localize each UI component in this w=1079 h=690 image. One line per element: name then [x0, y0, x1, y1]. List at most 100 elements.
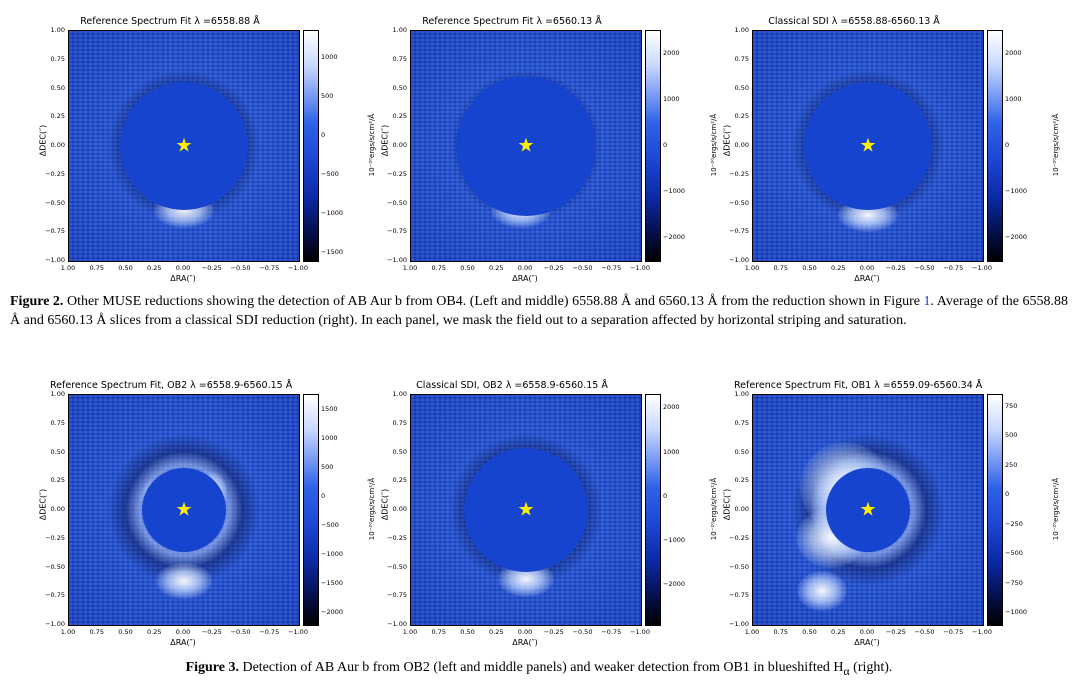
star-icon: ★ — [175, 134, 193, 157]
y-tick-label: −0.50 — [45, 198, 65, 207]
figure-2-text-b: . Average of the 6558.88 Å and 6560.13 Å… — [10, 294, 1068, 328]
y-tick-label: 0.50 — [50, 83, 65, 92]
x-tick-label: 1.00 — [60, 264, 76, 272]
x-tick-label: −1.00 — [288, 264, 308, 272]
y-tick-label: 0.25 — [392, 476, 407, 485]
y-tick-label: 0.00 — [734, 141, 749, 149]
y-tick-label: 1.00 — [392, 26, 407, 34]
x-tick-label: 0.25 — [489, 628, 504, 636]
figure-3-text: Detection of AB Aur b from OB2 (left and… — [238, 660, 844, 675]
figure-3-label: Figure 3. — [185, 660, 239, 675]
panel-title: Classical SDI λ =6558.88-6560.13 Å — [768, 16, 940, 27]
colorbar — [645, 30, 661, 262]
x-tick-label: −0.75 — [943, 264, 964, 272]
residual-image: ★ — [68, 30, 300, 262]
y-axis-label: ΔDEC(″) — [380, 124, 390, 157]
figure-panel-5: Classical SDI, OB2 λ =6558.9-6560.15 Å ★ 1… — [372, 380, 719, 647]
x-tick-label: 0.50 — [802, 264, 817, 272]
x-tick-label: −1.00 — [630, 628, 650, 636]
colorbar — [987, 394, 1003, 626]
coronagraph-mask — [120, 82, 248, 210]
y-tick-label: −0.75 — [729, 227, 749, 236]
colorbar-tick-label: −1000 — [321, 209, 343, 218]
y-tick-label: 0.00 — [50, 505, 65, 513]
colorbar — [303, 394, 319, 626]
colorbar-tick-label: 0 — [1005, 141, 1010, 149]
x-tick-label: −0.50 — [572, 264, 593, 272]
colorbar-tick-label: 0 — [1005, 490, 1010, 499]
y-axis-label: ΔDEC(″) — [722, 124, 732, 157]
colorbar-tick-label: −1000 — [1005, 608, 1027, 617]
coronagraph-mask — [464, 448, 588, 572]
x-tick-label: 0.75 — [773, 628, 788, 636]
x-tick-label: 1.00 — [744, 264, 760, 272]
x-axis-label: ΔRA(″) — [854, 638, 880, 647]
y-tick-label: 0.50 — [50, 447, 65, 456]
y-tick-label: 0.50 — [734, 83, 749, 92]
colorbar-tick-label: 500 — [1005, 431, 1018, 440]
colorbar-label: 10⁻²⁰ergs/s/cm²/Å — [1052, 113, 1060, 177]
emission-blob — [156, 563, 212, 600]
colorbar-tick-label: 2000 — [663, 403, 680, 412]
y-tick-label: −1.00 — [45, 620, 65, 628]
colorbar-tick-label: 500 — [321, 462, 334, 471]
x-tick-label: −0.25 — [885, 628, 906, 636]
colorbar-tick-label: 1000 — [663, 447, 680, 456]
x-tick-label: 0.75 — [89, 628, 104, 636]
figure-2-caption: Figure 2. Other MUSE reductions showing … — [10, 292, 1068, 330]
x-tick-label: −1.00 — [288, 628, 308, 636]
y-axis-label: ΔDEC(″) — [38, 124, 48, 157]
colorbar-tick-label: 500 — [321, 92, 334, 101]
x-tick-label: 0.50 — [460, 628, 475, 636]
y-tick-label: −0.75 — [45, 227, 65, 236]
emission-blob — [797, 570, 847, 611]
colorbar-tick-label: −500 — [1005, 549, 1023, 558]
y-tick-label: −1.00 — [45, 256, 65, 264]
star-icon: ★ — [517, 134, 535, 157]
x-tick-label: 0.75 — [431, 628, 446, 636]
y-tick-label: −1.00 — [387, 620, 407, 628]
x-tick-label: −0.25 — [543, 628, 564, 636]
x-tick-label: −0.75 — [601, 628, 622, 636]
y-tick-label: −0.50 — [45, 562, 65, 571]
y-tick-label: −1.00 — [387, 256, 407, 264]
y-tick-label: −0.75 — [387, 591, 407, 600]
y-tick-label: 0.25 — [734, 112, 749, 121]
x-tick-label: 1.00 — [402, 264, 418, 272]
y-axis-label: ΔDEC(″) — [38, 488, 48, 521]
x-tick-label: 0.00 — [517, 264, 533, 272]
figure-1-link[interactable]: 1 — [923, 294, 931, 309]
colorbar-tick-label: 750 — [1005, 401, 1018, 410]
figure-3-subscript: α — [843, 664, 850, 678]
y-tick-label: −0.75 — [387, 227, 407, 236]
colorbar-label: 10⁻²⁰ergs/s/cm²/Å — [1052, 477, 1060, 541]
panel-title: Reference Spectrum Fit, OB1 λ =6559.09-6… — [734, 380, 983, 391]
x-tick-label: 0.00 — [175, 628, 191, 636]
coronagraph-mask — [804, 82, 932, 210]
x-tick-label: −0.50 — [914, 628, 935, 636]
y-tick-label: −1.00 — [729, 256, 749, 264]
panel-title: Reference Spectrum Fit λ =6560.13 Å — [422, 16, 602, 27]
y-tick-label: −0.50 — [729, 198, 749, 207]
colorbar-tick-label: −2000 — [663, 580, 685, 589]
y-tick-label: −0.50 — [387, 562, 407, 571]
y-tick-label: 0.75 — [734, 54, 749, 63]
x-axis-label: ΔRA(″) — [512, 274, 538, 283]
y-tick-label: 1.00 — [734, 26, 749, 34]
y-tick-label: −0.75 — [45, 591, 65, 600]
y-tick-label: −0.25 — [729, 533, 749, 542]
colorbar-tick-label: −750 — [1005, 578, 1023, 587]
residual-image: ★ — [410, 394, 642, 626]
residual-image: ★ — [68, 394, 300, 626]
y-axis-label: ΔDEC(″) — [380, 488, 390, 521]
y-tick-label: 0.25 — [734, 476, 749, 485]
x-axis-label: ΔRA(″) — [512, 638, 538, 647]
colorbar-tick-label: 0 — [321, 131, 326, 140]
y-tick-label: 0.75 — [734, 418, 749, 427]
figure-panel-4: Reference Spectrum Fit, OB2 λ =6558.9-65… — [30, 380, 377, 647]
figure-panel-2: Reference Spectrum Fit λ =6560.13 Å ★ 1.00… — [372, 16, 719, 283]
figure-2-label: Figure 2. — [10, 294, 64, 309]
x-tick-label: −1.00 — [630, 264, 650, 272]
y-tick-label: 0.75 — [392, 418, 407, 427]
y-tick-label: −0.25 — [729, 169, 749, 178]
